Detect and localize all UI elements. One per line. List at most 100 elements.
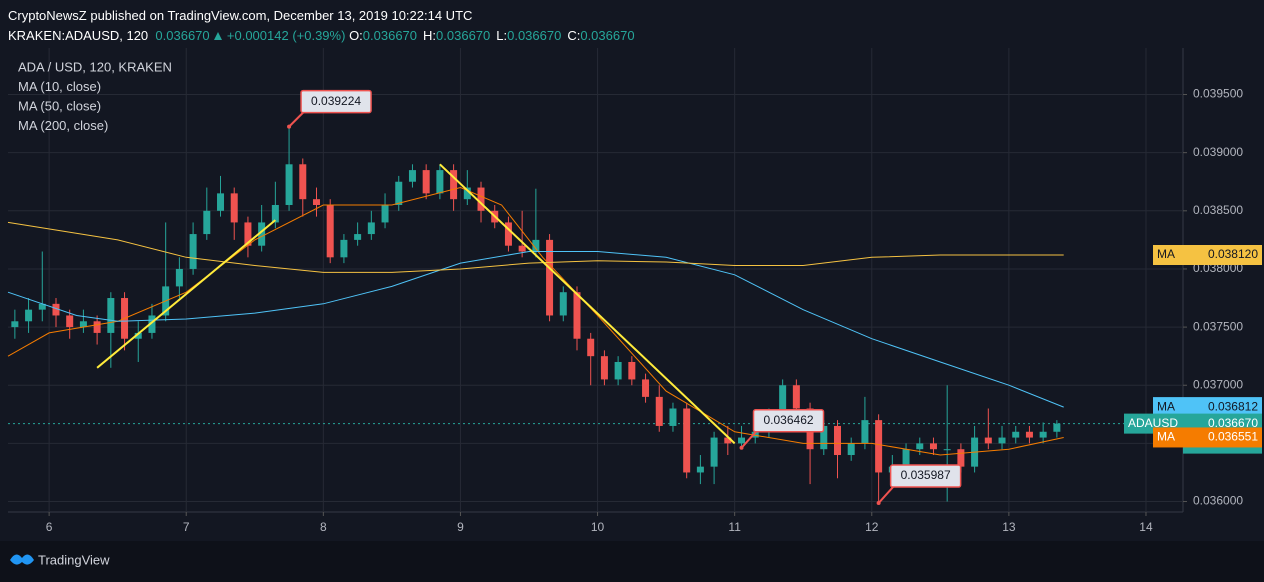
candle-body [875,420,883,473]
candle-body [902,449,910,467]
candle-body [600,356,608,380]
symbol: KRAKEN:ADAUSD, 120 [8,28,149,43]
candle-body [738,437,746,444]
badge-name: MA [1157,430,1175,444]
candle-body [134,332,142,339]
candle-body [504,222,512,246]
x-tick-label: 8 [320,520,327,534]
candle-body [628,361,636,380]
candle-body [203,210,211,235]
candle-body [546,239,554,316]
ohlc-label: O: [349,28,363,43]
candle-body [820,425,828,450]
candle-body [861,420,869,444]
footer-brand: TradingView [38,552,110,567]
legend-item: ADA / USD, 120, KRAKEN [18,59,172,74]
badge-value: 0.036670 [1208,416,1258,430]
trendline [439,163,736,445]
last: 0.036670 [155,28,210,43]
candle-body [1025,431,1033,438]
candle-body [751,431,759,438]
candle-body [107,298,115,333]
candle-body [957,449,965,467]
change: +0.000142 (+0.39%) [226,28,346,43]
candle-body [408,170,416,182]
note-box [752,409,825,433]
price-note: 0.035987 [876,464,962,506]
published-line: CryptoNewsZ published on TradingView.com… [8,6,641,26]
candle-body [518,245,526,252]
candle-body [230,193,238,223]
candle-body [189,234,197,269]
candle-body [450,170,458,200]
ohlc-value: 0.036670 [580,28,635,43]
candle-body [943,449,951,451]
note-text: 0.035987 [901,468,951,482]
x-tick-label: 7 [183,520,190,534]
candle-body [696,466,704,473]
candle-body [614,361,622,380]
candle-body [710,437,718,467]
candle-body [381,204,389,223]
candle-body [340,239,348,258]
ohlc-value: 0.036670 [507,28,562,43]
plot-bg [8,48,1183,512]
candle-body [367,222,375,235]
x-tick-label: 14 [1139,520,1153,534]
x-tick-label: 9 [457,520,464,534]
candle-body [683,408,691,473]
price-badge [1153,397,1262,418]
candle-body [642,379,650,397]
x-tick-label: 13 [1002,520,1016,534]
candle-body [244,222,252,246]
note-box [300,89,372,114]
candle-body [11,321,19,328]
ma-line [7,186,1064,456]
up-arrow [214,32,223,40]
candle-body [52,303,60,316]
y-tick-label: 0.039000 [1193,145,1243,159]
candle-body [312,199,320,205]
quote-line: KRAKEN:ADAUSD, 120 0.036670 +0.000142 (+… [8,26,641,46]
badge-name: MA [1157,399,1175,413]
ohlc-label: L: [496,28,508,43]
x-tick-label: 11 [728,520,741,534]
candle-body [559,292,567,316]
candle-body [1053,423,1061,432]
note-text: 0.036462 [763,413,813,427]
legend-item: MA (200, close) [18,118,108,133]
candle-body [587,338,595,357]
ohlc-label: C: [567,28,581,43]
ohlc-value: 0.036670 [436,28,491,43]
candle-body [998,437,1006,444]
candle-body [1039,431,1047,438]
price-note: 0.039224 [287,89,372,129]
badge-value: 0.036551 [1208,430,1258,444]
candle-body [175,268,183,287]
candle-body [792,385,800,409]
candle-body [326,204,334,258]
legend-item: MA (10, close) [18,79,101,94]
published: CryptoNewsZ published on TradingView.com… [8,8,473,23]
candle-body [463,187,471,200]
x-tick-label: 6 [46,520,53,534]
x-tick-label: 10 [591,520,605,534]
y-tick-label: 0.037500 [1193,319,1243,333]
candle-body [148,315,156,333]
price-badge [1153,427,1262,448]
y-tick-label: 0.038500 [1193,203,1243,217]
candle-body [847,443,855,456]
candle-body [532,239,540,252]
y-tick-label: 0.037000 [1193,377,1243,391]
candle-body [916,443,924,450]
legend-item: MA (50, close) [18,98,101,113]
price-note: 0.036462 [739,409,825,450]
candle-body [477,187,485,211]
note-box [889,464,962,488]
badge-value: 0.036812 [1208,399,1258,413]
candle-body [258,222,266,246]
badge-value: 0.038120 [1208,247,1258,261]
y-tick-label: 0.036000 [1193,494,1243,508]
ohlc-label: H: [423,28,437,43]
candle-body [271,204,279,223]
